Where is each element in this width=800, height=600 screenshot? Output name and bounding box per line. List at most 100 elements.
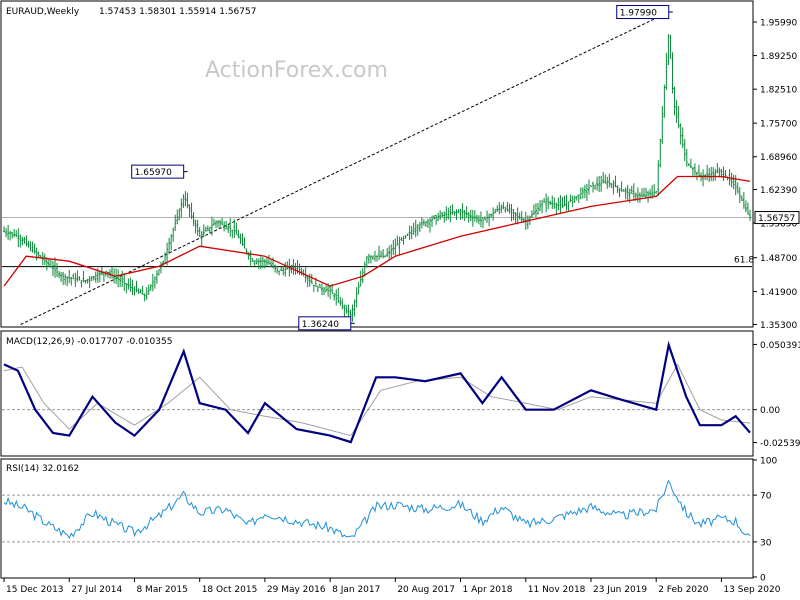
candle: [602, 172, 605, 184]
candle: [351, 304, 354, 322]
candle: [567, 201, 570, 211]
candle: [587, 179, 590, 195]
candle: [17, 228, 20, 248]
candle: [431, 215, 434, 227]
candle: [647, 190, 650, 203]
candle: [508, 203, 511, 214]
candle: [626, 184, 629, 202]
candle: [406, 233, 409, 236]
candle: [663, 84, 666, 118]
candle: [259, 256, 262, 270]
candle: [64, 273, 67, 285]
watermark: ActionForex.com: [205, 58, 388, 83]
candle: [604, 174, 607, 184]
candle: [708, 167, 711, 183]
candle: [255, 258, 258, 265]
candle: [323, 286, 326, 296]
candle: [673, 86, 676, 116]
candle: [58, 270, 61, 279]
candle: [693, 163, 696, 176]
candle: [261, 256, 264, 268]
candle: [559, 195, 562, 214]
candle: [365, 255, 368, 268]
candle: [127, 278, 130, 290]
candle: [74, 272, 77, 288]
candle: [471, 209, 474, 227]
svg-text:1.36240: 1.36240: [302, 320, 339, 330]
price-tick-label: 1.55650: [760, 220, 797, 230]
candle: [227, 225, 230, 233]
candle: [239, 233, 242, 244]
candle: [589, 185, 592, 187]
candle: [530, 210, 533, 218]
candle: [117, 269, 120, 288]
price-pane-frame: [0, 0, 754, 328]
candle: [579, 187, 582, 200]
price-annotation: 1.36240: [298, 316, 355, 331]
macd-tick-label: 0.00: [760, 406, 780, 416]
candle: [21, 236, 24, 246]
price-tick-label: 1.48700: [760, 254, 797, 264]
candle: [139, 289, 142, 294]
svg-text:1.97990: 1.97990: [620, 9, 657, 19]
candle: [400, 237, 403, 242]
candle: [600, 175, 603, 192]
candle: [516, 207, 519, 225]
candle: [500, 204, 503, 214]
candle: [683, 138, 686, 161]
candle: [457, 209, 460, 214]
candle: [363, 261, 366, 277]
candle: [9, 230, 12, 241]
candle: [687, 163, 690, 167]
candle: [280, 266, 283, 271]
candle: [282, 265, 285, 276]
svg-text:1.56757: 1.56757: [758, 214, 795, 224]
candle: [231, 229, 234, 239]
time-tick-label: 27 Jul 2014: [71, 585, 122, 595]
candle: [404, 235, 407, 239]
candle: [359, 270, 362, 287]
candle: [367, 253, 370, 264]
candle: [188, 204, 191, 218]
candle: [62, 271, 65, 286]
candle: [221, 217, 224, 226]
candle: [29, 241, 32, 252]
candle: [622, 189, 625, 192]
candle: [394, 238, 397, 256]
candle: [121, 270, 124, 287]
candle: [581, 187, 584, 199]
candle: [669, 34, 672, 59]
candle: [706, 164, 709, 181]
candle: [657, 160, 660, 196]
candle: [47, 259, 50, 268]
candle: [681, 127, 684, 149]
candle: [585, 183, 588, 201]
candle: [208, 226, 211, 234]
candle: [192, 211, 195, 227]
macd-tick-label: -0.025396: [760, 439, 800, 449]
price-annotation: 1.65970: [131, 164, 188, 179]
candle: [98, 270, 101, 283]
candle: [435, 214, 438, 225]
candle: [467, 212, 470, 223]
candle: [76, 270, 79, 282]
candle: [386, 248, 389, 257]
candle: [459, 208, 462, 220]
candle: [19, 234, 22, 248]
rsi-title: RSI(14) 32.0162: [6, 464, 79, 474]
candle: [11, 231, 14, 239]
candle: [592, 181, 595, 193]
candle: [310, 273, 313, 285]
candle: [343, 304, 346, 317]
candle: [498, 202, 501, 215]
time-tick-label: 23 Jun 2019: [593, 585, 647, 595]
candle: [539, 200, 542, 211]
candle: [373, 250, 376, 262]
macd-line: [3, 340, 751, 444]
time-tick-label: 8 Mar 2015: [136, 585, 187, 595]
candle: [341, 298, 344, 310]
candle: [653, 184, 656, 198]
candle: [441, 211, 444, 218]
